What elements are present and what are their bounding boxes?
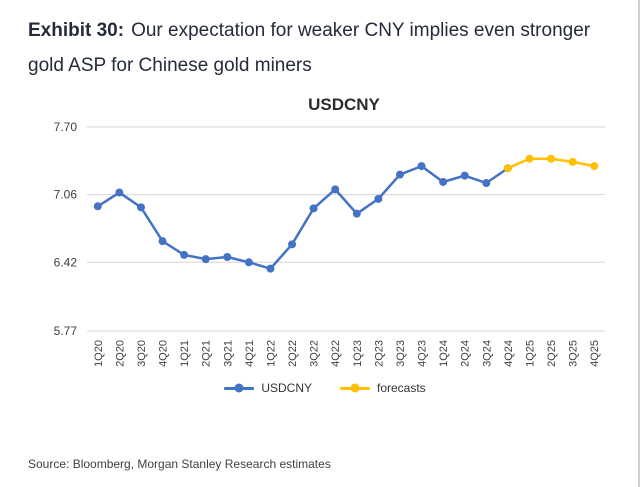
x-axis-label: 2Q21 bbox=[201, 340, 213, 367]
x-axis-label: 3Q25 bbox=[568, 340, 580, 367]
USDCNY-marker bbox=[482, 179, 491, 188]
x-axis-label: 1Q20 bbox=[93, 340, 105, 367]
USDCNY-marker bbox=[115, 188, 124, 197]
x-axis-label: 4Q23 bbox=[417, 340, 429, 367]
x-axis-label: 3Q20 bbox=[136, 340, 148, 367]
x-axis-label: 1Q25 bbox=[524, 340, 536, 367]
x-axis-label: 1Q22 bbox=[265, 340, 277, 367]
x-axis-label: 3Q21 bbox=[222, 340, 234, 367]
legend-marker-dot bbox=[350, 383, 360, 393]
x-axis-label: 1Q21 bbox=[179, 340, 191, 367]
USDCNY-marker bbox=[136, 203, 145, 212]
legend-item-USDCNY: USDCNY bbox=[224, 381, 312, 395]
x-axis-label: 4Q21 bbox=[244, 340, 256, 367]
legend-label: forecasts bbox=[376, 381, 426, 396]
legend-item-forecasts: forecasts bbox=[339, 381, 426, 396]
x-axis-label: 4Q20 bbox=[158, 340, 170, 367]
x-axis-label: 1Q24 bbox=[438, 340, 450, 367]
USDCNY-marker bbox=[201, 255, 210, 264]
y-axis-label: 5.77 bbox=[54, 324, 78, 338]
USDCNY-marker bbox=[417, 162, 426, 171]
legend-label: USDCNY bbox=[261, 381, 312, 396]
forecasts-marker bbox=[568, 158, 577, 167]
USDCNY-marker bbox=[331, 185, 340, 194]
forecasts-marker bbox=[547, 154, 556, 163]
USDCNY-marker bbox=[439, 178, 448, 187]
USDCNY-marker bbox=[309, 204, 318, 213]
USDCNY-marker bbox=[158, 237, 167, 246]
x-axis-label: 1Q23 bbox=[352, 340, 364, 367]
USDCNY-marker bbox=[223, 253, 232, 262]
forecasts-marker bbox=[503, 164, 512, 173]
legend-line-swatch bbox=[224, 383, 255, 393]
USDCNY-marker bbox=[395, 170, 404, 179]
chart-title: USDCNY bbox=[308, 95, 380, 115]
USDCNY-marker bbox=[352, 209, 361, 218]
forecasts-marker bbox=[590, 162, 599, 171]
x-axis-label: 2Q25 bbox=[546, 340, 558, 367]
forecasts-marker bbox=[525, 154, 534, 163]
x-axis-label: 4Q25 bbox=[589, 340, 601, 367]
x-axis-label: 3Q23 bbox=[395, 340, 407, 367]
USDCNY-marker bbox=[374, 195, 383, 204]
x-axis-label: 3Q22 bbox=[309, 340, 321, 367]
x-axis-label: 4Q22 bbox=[330, 340, 342, 367]
legend-marker-dot bbox=[234, 383, 244, 393]
x-axis-label: 2Q22 bbox=[287, 340, 299, 367]
y-axis-label: 7.70 bbox=[54, 120, 78, 134]
y-axis-label: 6.42 bbox=[54, 256, 78, 270]
y-axis-label: 7.06 bbox=[54, 188, 78, 202]
x-axis-label: 4Q24 bbox=[503, 340, 515, 367]
exhibit-title-text: Our expectation for weaker CNY implies e… bbox=[28, 20, 591, 77]
USDCNY-marker bbox=[244, 258, 253, 267]
legend-line-swatch bbox=[339, 383, 370, 393]
x-axis-label: 3Q24 bbox=[481, 340, 493, 367]
USDCNY-marker bbox=[288, 240, 297, 249]
USDCNY-marker bbox=[266, 264, 275, 273]
x-axis-label: 2Q20 bbox=[114, 340, 126, 367]
USDCNY-marker bbox=[460, 171, 469, 180]
USDCNY-marker bbox=[180, 251, 189, 260]
source-note: Source: Bloomberg, Morgan Stanley Resear… bbox=[28, 457, 331, 471]
usdcny-line-chart: 7.70 7.06 6.42 5.77 1Q20 2Q20 3Q20 4Q20 1Q21 2Q21… bbox=[54, 120, 605, 367]
chart-legend: USDCNY forecasts bbox=[15, 381, 635, 395]
x-axis-label: 2Q23 bbox=[373, 340, 385, 367]
x-axis-label: 2Q24 bbox=[460, 340, 472, 367]
USDCNY-line bbox=[96, 165, 510, 271]
exhibit-title: Exhibit 30: Our expectation for weaker CN… bbox=[0, 0, 638, 83]
exhibit-number: Exhibit 30: bbox=[28, 20, 125, 41]
USDCNY-marker bbox=[93, 202, 102, 211]
